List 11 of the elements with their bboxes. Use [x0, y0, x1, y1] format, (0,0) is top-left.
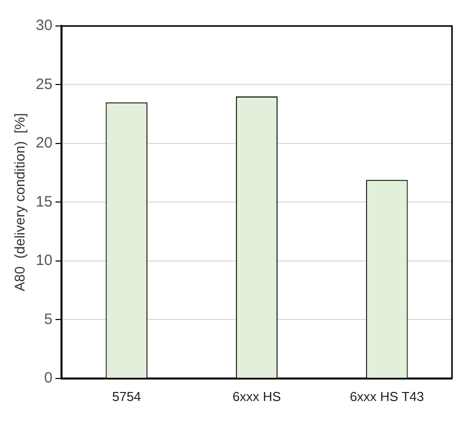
x-tick-label: 6xxx HS — [232, 388, 282, 404]
x-tick-label: 6xxx HS T43 — [350, 388, 424, 404]
y-tick-label: 30 — [36, 17, 52, 34]
y-tick-label: 25 — [36, 76, 52, 93]
y-axis-title: A80 (delivery condition) [%] — [11, 113, 28, 292]
y-tick-label: 0 — [44, 370, 52, 387]
y-tick-label: 5 — [44, 310, 52, 328]
x-tick-label: 5754 — [112, 388, 142, 404]
y-tick-label: 20 — [36, 134, 52, 152]
y-tick-label: 15 — [36, 193, 52, 210]
y-tick-label: 10 — [36, 252, 52, 270]
